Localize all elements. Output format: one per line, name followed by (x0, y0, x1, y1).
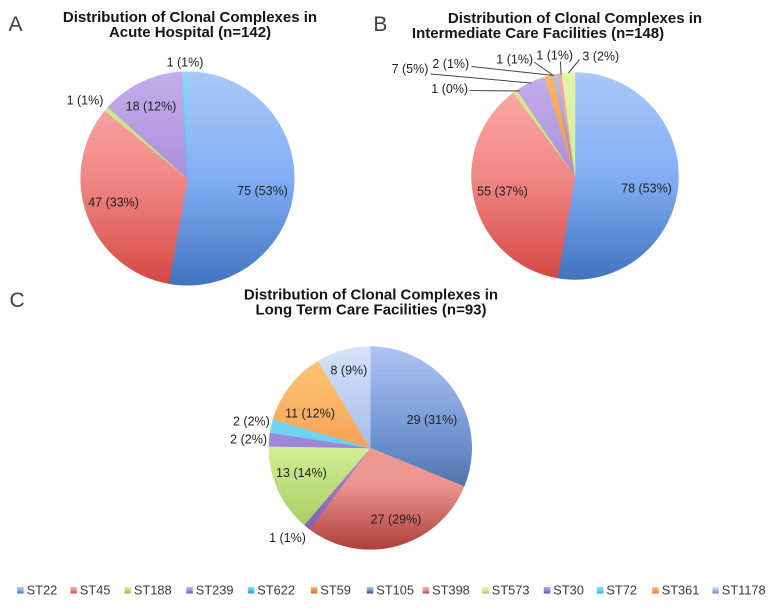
svg-text:2 (2%): 2 (2%) (230, 433, 267, 447)
svg-text:7 (5%): 7 (5%) (392, 62, 429, 76)
svg-text:ST361: ST361 (662, 582, 700, 597)
svg-text:ST573: ST573 (492, 582, 530, 597)
svg-text:2 (2%): 2 (2%) (233, 415, 270, 429)
svg-text:8 (9%): 8 (9%) (330, 364, 367, 378)
svg-text:ST72: ST72 (606, 582, 637, 597)
svg-text:1 (1%): 1 (1%) (269, 531, 306, 545)
svg-text:C: C (10, 289, 25, 312)
svg-text:ST1178: ST1178 (722, 582, 766, 597)
svg-text:55 (37%): 55 (37%) (477, 185, 528, 199)
svg-text:29 (31%): 29 (31%) (407, 413, 458, 427)
svg-text:2 (1%): 2 (1%) (432, 57, 469, 71)
svg-text:1 (1%): 1 (1%) (67, 93, 104, 107)
svg-text:ST105: ST105 (376, 582, 414, 597)
svg-text:ST188: ST188 (134, 582, 172, 597)
svg-text:75 (53%): 75 (53%) (237, 184, 288, 198)
svg-text:13 (14%): 13 (14%) (276, 466, 327, 480)
svg-text:78 (53%): 78 (53%) (621, 182, 672, 196)
svg-text:ST398: ST398 (432, 582, 470, 597)
svg-text:ST622: ST622 (257, 582, 295, 597)
svg-text:ST239: ST239 (196, 582, 234, 597)
svg-text:Distribution of Clonal Complex: Distribution of Clonal Complexes in (63, 9, 317, 26)
svg-text:1 (0%): 1 (0%) (431, 82, 468, 96)
svg-text:18 (12%): 18 (12%) (126, 100, 177, 114)
svg-text:ST30: ST30 (553, 582, 584, 597)
svg-text:Long Term Care Facilities (n=9: Long Term Care Facilities (n=93) (255, 302, 486, 319)
svg-text:Distribution of Clonal Complex: Distribution of Clonal Complexes in (244, 287, 498, 304)
svg-text:ST45: ST45 (80, 582, 111, 597)
svg-text:ST22: ST22 (27, 582, 58, 597)
svg-text:Distribution of Clonal Complex: Distribution of Clonal Complexes in (448, 10, 702, 27)
svg-text:1 (1%): 1 (1%) (496, 53, 533, 67)
svg-text:Acute Hospital (n=142): Acute Hospital (n=142) (109, 24, 271, 41)
svg-text:Intermediate Care Facilities (: Intermediate Care Facilities (n=148) (412, 25, 664, 42)
svg-text:A: A (9, 13, 23, 36)
svg-text:1 (1%): 1 (1%) (536, 49, 573, 63)
svg-text:27 (29%): 27 (29%) (371, 512, 422, 526)
svg-text:47 (33%): 47 (33%) (88, 195, 139, 209)
svg-text:ST59: ST59 (320, 582, 351, 597)
svg-text:11 (12%): 11 (12%) (285, 407, 335, 421)
svg-text:1 (1%): 1 (1%) (167, 56, 204, 70)
svg-text:B: B (373, 13, 387, 36)
svg-text:3 (2%): 3 (2%) (582, 50, 619, 64)
